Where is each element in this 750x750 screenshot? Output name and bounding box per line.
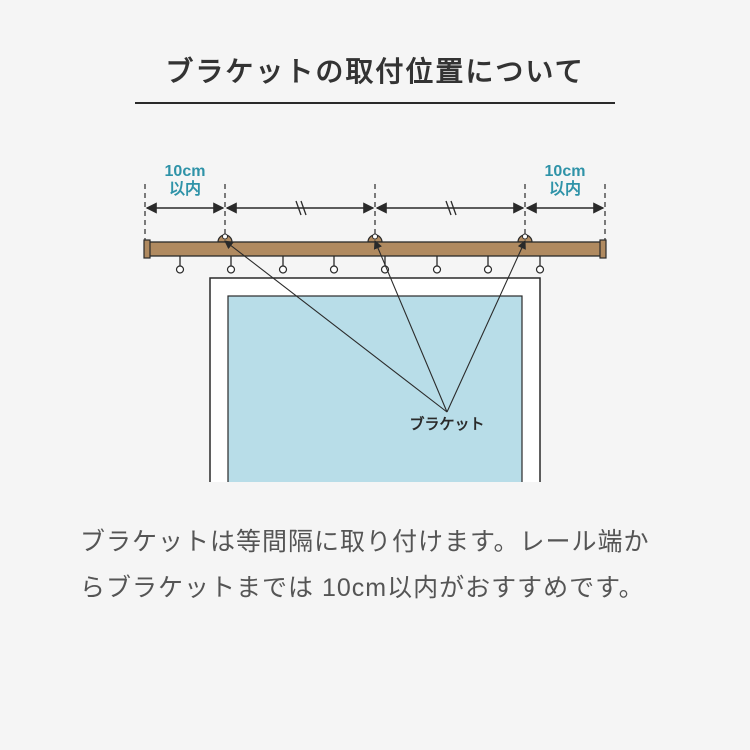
hook-ring-icon: [280, 266, 287, 273]
hook-ring-icon: [177, 266, 184, 273]
svg-text:以内: 以内: [549, 179, 581, 198]
page-title: ブラケットの取付位置について: [135, 50, 615, 104]
hook-ring-icon: [331, 266, 338, 273]
bracket-hole-icon: [373, 234, 378, 239]
rail-endcap: [600, 240, 606, 258]
distance-label: 10cm: [545, 163, 586, 180]
hook-ring-icon: [485, 266, 492, 273]
hook-ring-icon: [434, 266, 441, 273]
curtain-rail: [145, 242, 605, 256]
window-glass: [228, 296, 522, 484]
diagram-area: 10cm以内10cm以内ブラケット: [80, 144, 670, 484]
description-text: ブラケットは等間隔に取り付けます。レール端からブラケットまでは 10cm以内がお…: [80, 519, 670, 612]
bracket-hole-icon: [523, 234, 528, 239]
bracket-hole-icon: [223, 234, 228, 239]
hook-ring-icon: [537, 266, 544, 273]
bracket-callout-label: ブラケット: [409, 415, 484, 433]
distance-label: 10cm: [165, 163, 206, 180]
svg-text:以内: 以内: [169, 179, 201, 198]
hook-ring-icon: [228, 266, 235, 273]
rail-endcap: [144, 240, 150, 258]
bracket-diagram: 10cm以内10cm以内ブラケット: [95, 144, 655, 484]
